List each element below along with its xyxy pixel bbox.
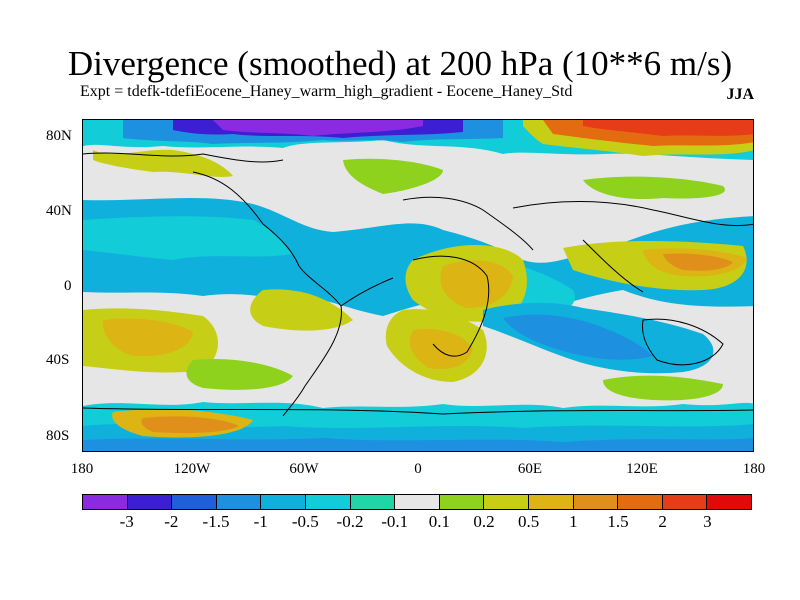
y-axis-label-80n: 80N: [46, 128, 72, 144]
colorbar-label: -2: [164, 512, 179, 531]
colorbar-segment: [350, 495, 396, 509]
north-band-red: [583, 120, 753, 136]
colorbar-label: 0.5: [518, 512, 540, 531]
x-axis-label-120e: 120E: [626, 461, 658, 477]
x-axis-label-0: 0: [414, 461, 422, 477]
experiment-subtitle: Expt = tdefk-tdefiEocene_Haney_warm_high…: [80, 83, 573, 100]
y-axis-label-40n: 40N: [46, 203, 72, 219]
colorbar-label: -3: [119, 512, 134, 531]
colorbar-segment: [618, 495, 663, 509]
y-axis-label-80s: 80S: [46, 428, 70, 444]
colorbar-label: 2: [658, 512, 667, 531]
plot-title: Divergence (smoothed) at 200 hPa (10**6 …: [67, 44, 733, 83]
colorbar-segment: [573, 495, 619, 509]
colorbar-segment: [261, 495, 306, 509]
colorbar-segment: [484, 495, 529, 509]
colorbar-label: -0.5: [291, 512, 319, 531]
colorbar-segment: [83, 495, 128, 509]
north-band-violet: [213, 120, 423, 136]
y-axis-label-40s: 40S: [46, 352, 70, 368]
colorbar-segment: [528, 495, 574, 509]
y-axis-label-0: 0: [64, 278, 72, 294]
x-axis-label-120w: 120W: [173, 461, 211, 477]
x-axis-label-180w: 180: [70, 461, 94, 477]
colorbar-label: -1: [253, 512, 268, 531]
colorbar-segment: [439, 495, 485, 509]
colorbar-label: 1: [569, 512, 578, 531]
colorbar-label: 3: [703, 512, 712, 531]
colorbar-segment: [662, 495, 708, 509]
x-axis-label-60e: 60E: [517, 461, 543, 477]
colorbar-label: 1.5: [607, 512, 629, 531]
colorbar-segment: [127, 495, 173, 509]
map-panel: [82, 119, 754, 452]
colorbar-segment: [305, 495, 351, 509]
colorbar-segment: [395, 495, 440, 509]
coastlines: [83, 152, 753, 417]
green-arc: [93, 149, 233, 177]
colorbar-segment: [707, 495, 751, 509]
divergence-map: [83, 120, 753, 451]
season-label: JJA: [726, 86, 754, 103]
colorbar-segment: [172, 495, 217, 509]
colorbar: [82, 494, 752, 510]
colorbar-label: -1.5: [202, 512, 230, 531]
colorbar-label: -0.2: [336, 512, 364, 531]
x-axis-label-180e: 180: [742, 461, 766, 477]
colorbar-label: 0.1: [428, 512, 450, 531]
colorbar-segment: [216, 495, 262, 509]
x-axis-label-60w: 60W: [289, 461, 319, 477]
colorbar-label: -0.1: [381, 512, 409, 531]
colorbar-label: 0.2: [473, 512, 495, 531]
